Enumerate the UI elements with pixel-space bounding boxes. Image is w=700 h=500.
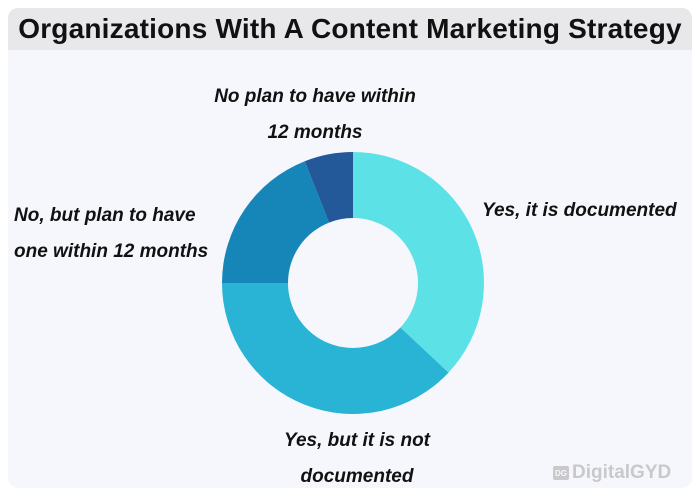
label-no-plan: No plan to have within 12 months [200, 79, 430, 151]
label-line: documented [300, 466, 414, 487]
label-line: one within 12 months [14, 241, 209, 262]
label-line: No plan to have within [214, 86, 416, 107]
dg-logo-icon: DG [553, 466, 569, 480]
donut-slice-4 [304, 152, 353, 223]
chart-title: Organizations With A Content Marketing S… [18, 13, 682, 44]
label-line: Yes, but it is not [283, 430, 431, 451]
donut-slice-1 [353, 152, 484, 373]
label-documented: Yes, it is documented [482, 193, 677, 229]
label-line: 12 months [267, 122, 363, 143]
watermark: DG DigitalGYD [553, 462, 671, 484]
label-plan: No, but plan to have one within 12 month… [14, 198, 208, 270]
label-not-documented: Yes, but it is not documented [272, 423, 442, 495]
donut-slice-3 [222, 161, 330, 283]
title-bar: Organizations With A Content Marketing S… [8, 8, 692, 50]
watermark-text: DigitalGYD [572, 462, 672, 483]
donut-slice-2 [222, 283, 449, 415]
label-line: Yes, it is documented [482, 200, 677, 221]
label-line: No, but plan to have [14, 205, 196, 226]
